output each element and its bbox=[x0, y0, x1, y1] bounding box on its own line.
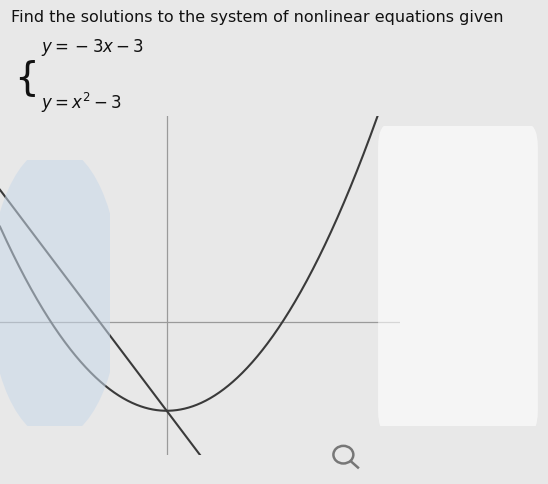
Text: {: { bbox=[14, 59, 38, 97]
Text: Find the solutions to the system of nonlinear equations given: Find the solutions to the system of nonl… bbox=[11, 10, 504, 25]
Ellipse shape bbox=[0, 146, 121, 439]
Text: $y = x^2 - 3$: $y = x^2 - 3$ bbox=[41, 91, 122, 115]
FancyBboxPatch shape bbox=[378, 123, 538, 435]
Text: $y = -3x - 3$: $y = -3x - 3$ bbox=[41, 37, 144, 58]
